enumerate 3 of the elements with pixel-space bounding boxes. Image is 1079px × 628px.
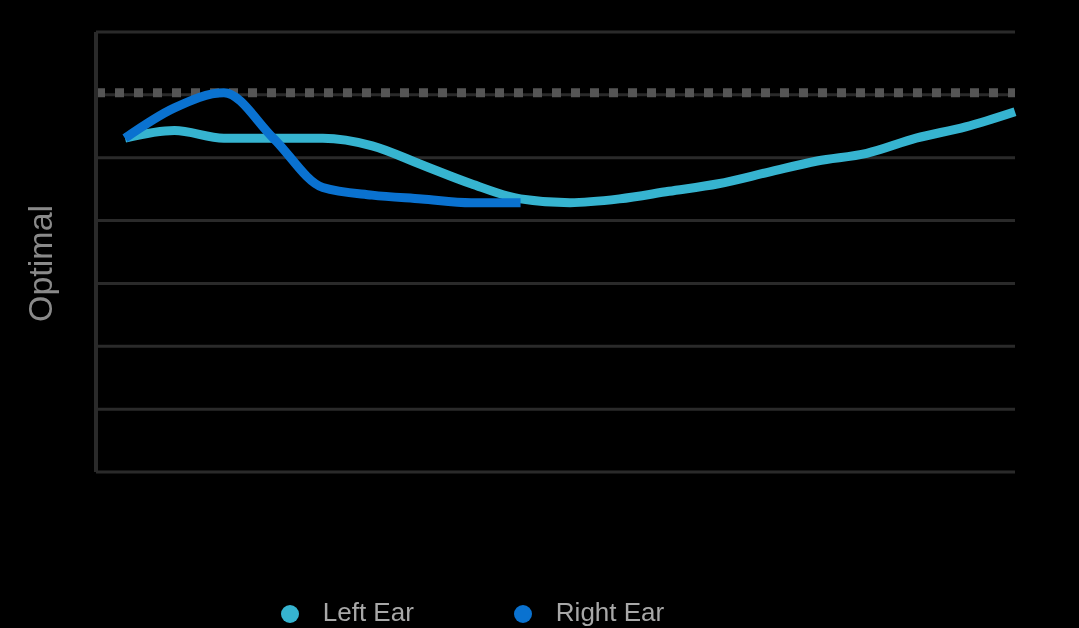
legend-label: Right Ear (555, 597, 665, 627)
legend-label: Left Ear (322, 597, 414, 627)
y-axis-title: Optimal (21, 204, 60, 322)
